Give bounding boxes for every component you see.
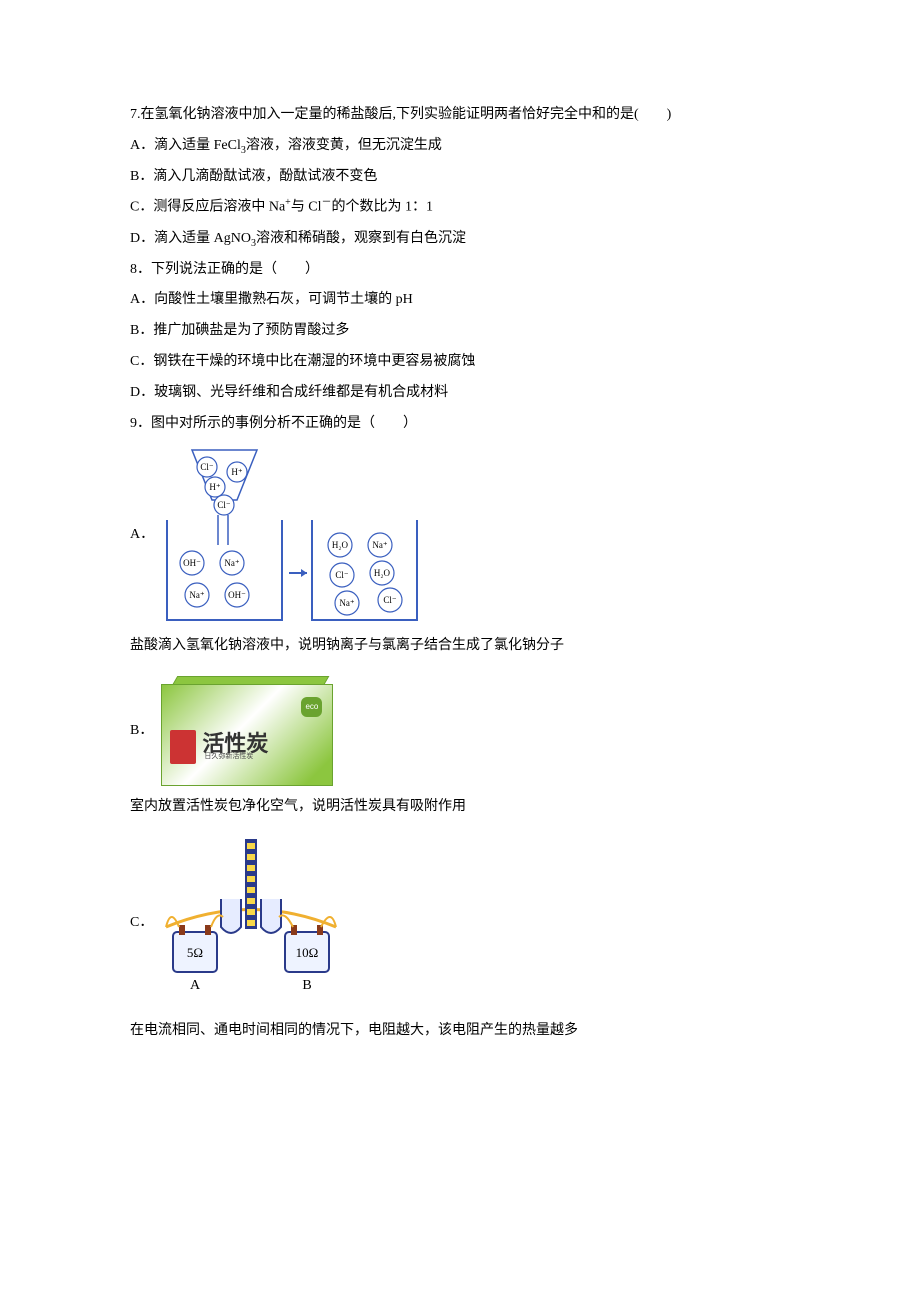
svg-text:Na⁺: Na⁺ <box>340 598 355 608</box>
q9-a-row: A． Cl⁻ H⁺ H⁺ Cl⁻ OH⁻ Na⁺ Na⁺ OH⁻ H₂O Na⁺ Cl⁻ H₂O Na⁺… <box>130 445 790 625</box>
q7-c-mid: 与 Cl <box>291 200 322 215</box>
q9-b-caption: 室内放置活性炭包净化空气，说明活性炭具有吸附作用 <box>130 792 790 823</box>
q7-stem: 7.在氢氧化钠溶液中加入一定量的稀盐酸后,下列实验能证明两者恰好完全中和的是( … <box>130 100 790 131</box>
q9-a-figure: Cl⁻ H⁺ H⁺ Cl⁻ OH⁻ Na⁺ Na⁺ OH⁻ H₂O Na⁺ Cl⁻ H₂O Na⁺ Cl⁻ <box>162 445 422 625</box>
activated-carbon-box: eco 活性炭 日久弥新活性炭 <box>161 676 331 786</box>
ion-reaction-diagram: Cl⁻ H⁺ H⁺ Cl⁻ OH⁻ Na⁺ Na⁺ OH⁻ H₂O Na⁺ Cl⁻ H₂O Na⁺ Cl⁻ <box>162 445 422 625</box>
svg-text:H₂O: H₂O <box>374 568 391 578</box>
q7-c-pre: C．测得反应后溶液中 Na <box>130 200 285 215</box>
q9-a-letter: A． <box>130 520 154 551</box>
svg-text:H₂O: H₂O <box>332 540 349 550</box>
q7-option-d: D．滴入适量 AgNO3溶液和稀硝酸，观察到有白色沉淀 <box>130 224 790 255</box>
svg-text:H⁺: H⁺ <box>210 482 221 492</box>
svg-text:A: A <box>190 978 201 993</box>
svg-text:Cl⁻: Cl⁻ <box>335 570 349 580</box>
q8-option-d: D．玻璃钢、光导纤维和合成纤维都是有机合成材料 <box>130 378 790 409</box>
q8-option-b: B．推广加碘盐是为了预防胃酸过多 <box>130 316 790 347</box>
q9-c-letter: C． <box>130 908 153 939</box>
svg-text:Cl⁻: Cl⁻ <box>200 462 214 472</box>
q7-c-sup2: － <box>322 197 332 208</box>
svg-text:OH⁻: OH⁻ <box>228 590 246 600</box>
carbon-box-sub: 日久弥新活性炭 <box>204 749 253 764</box>
svg-text:OH⁻: OH⁻ <box>183 558 201 568</box>
q7-a-post: 溶液，溶液变黄，但无沉淀生成 <box>246 138 442 153</box>
svg-text:5Ω: 5Ω <box>187 945 203 960</box>
svg-text:Cl⁻: Cl⁻ <box>383 595 397 605</box>
svg-text:Na⁺: Na⁺ <box>190 590 205 600</box>
svg-text:Na⁺: Na⁺ <box>225 558 240 568</box>
q8-stem: 8．下列说法正确的是（ ） <box>130 255 790 286</box>
q9-stem: 9．图中对所示的事例分析不正确的是（ ） <box>130 409 790 440</box>
q9-c-row: C． 5Ω 10Ω A B <box>130 837 790 1010</box>
q7-c-post: 的个数比为 1：1 <box>332 200 434 215</box>
q9-c-caption: 在电流相同、通电时间相同的情况下，电阻越大，该电阻产生的热量越多 <box>130 1016 790 1047</box>
q7-d-post: 溶液和稀硝酸，观察到有白色沉淀 <box>256 231 466 246</box>
q9-b-letter: B． <box>130 716 153 747</box>
svg-text:10Ω: 10Ω <box>296 945 319 960</box>
joule-heat-apparatus: 5Ω 10Ω A B <box>161 837 341 1010</box>
exam-page: 7.在氢氧化钠溶液中加入一定量的稀盐酸后,下列实验能证明两者恰好完全中和的是( … <box>0 0 920 1302</box>
q8-option-c: C．钢铁在干燥的环境中比在潮湿的环境中更容易被腐蚀 <box>130 347 790 378</box>
box-front-face: eco 活性炭 日久弥新活性炭 <box>161 684 333 786</box>
q7-option-c: C．测得反应后溶液中 Na+与 Cl－的个数比为 1：1 <box>130 192 790 223</box>
svg-text:Na⁺: Na⁺ <box>373 540 388 550</box>
q9-a-caption: 盐酸滴入氢氧化钠溶液中，说明钠离子与氯离子结合生成了氯化钠分子 <box>130 631 790 662</box>
q7-option-a: A．滴入适量 FeCl3溶液，溶液变黄，但无沉淀生成 <box>130 131 790 162</box>
q7-d-pre: D．滴入适量 AgNO <box>130 231 251 246</box>
svg-text:Cl⁻: Cl⁻ <box>217 500 231 510</box>
resistor-heat-diagram: 5Ω 10Ω A B <box>161 837 341 997</box>
q7-option-b: B．滴入几滴酚酞试液，酚酞试液不变色 <box>130 162 790 193</box>
q9-b-row: B． eco 活性炭 日久弥新活性炭 <box>130 676 790 786</box>
svg-text:B: B <box>303 978 312 993</box>
q7-a-pre: A．滴入适量 FeCl <box>130 138 241 153</box>
svg-text:H⁺: H⁺ <box>232 467 243 477</box>
carbon-packet-icon <box>170 730 196 764</box>
eco-badge: eco <box>301 697 322 717</box>
q8-option-a: A．向酸性土壤里撒熟石灰，可调节土壤的 pH <box>130 285 790 316</box>
